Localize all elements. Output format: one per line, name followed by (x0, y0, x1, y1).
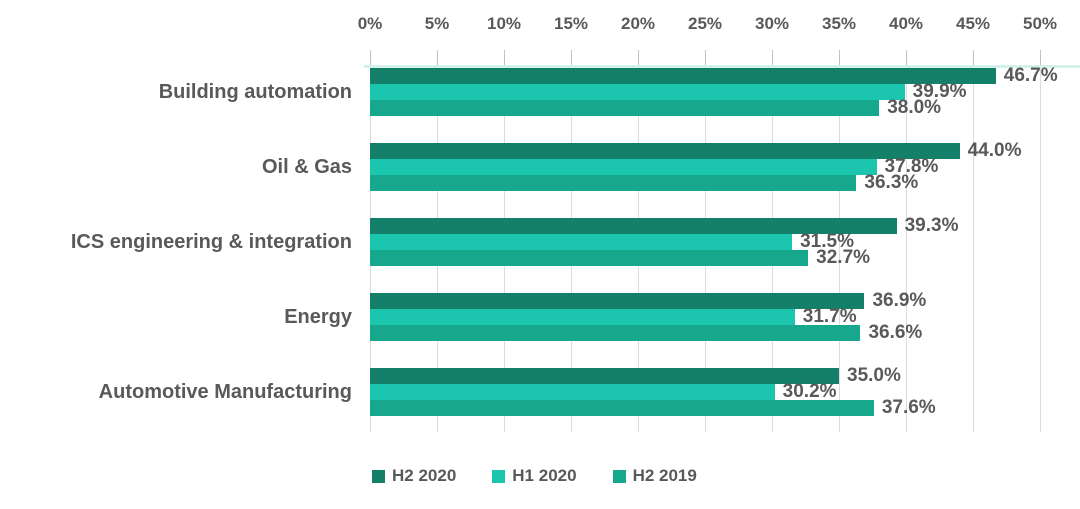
x-axis-tick-mark (638, 50, 639, 67)
category-label: Automotive Manufacturing (98, 381, 352, 403)
x-axis-tick-label: 30% (754, 14, 790, 33)
x-axis-tick-label: 45% (955, 14, 991, 33)
category-label: ICS engineering & integration (70, 231, 352, 253)
legend-item: H2 2019 (612, 466, 697, 486)
x-axis-tick-mark (1040, 50, 1041, 67)
bar-value-label: 38.0% (887, 97, 942, 118)
bar-h2-2020 (370, 368, 839, 384)
plot-area-top-border (364, 65, 1080, 68)
bar-h1-2020 (370, 234, 793, 250)
bar-h2-2019 (370, 250, 809, 266)
vertical-gridline (973, 67, 974, 432)
bar-value-label: 39.9% (912, 81, 967, 102)
bar-value-label: 36.3% (864, 172, 919, 193)
vertical-gridline (906, 67, 907, 432)
x-axis-tick-label: 15% (553, 14, 589, 33)
bar-h2-2020 (370, 218, 897, 234)
legend-label: H1 2020 (512, 466, 577, 485)
bar-value-label: 44.0% (967, 140, 1022, 161)
bar-h1-2020 (370, 309, 795, 325)
x-axis-tick-label: 50% (1022, 14, 1058, 33)
x-axis-tick-label: 10% (486, 14, 522, 33)
x-axis-tick-label: 40% (888, 14, 924, 33)
bar-value-label: 36.9% (872, 290, 927, 311)
bar-value-label: 37.6% (881, 397, 936, 418)
x-axis-tick-mark (437, 50, 438, 67)
bar-value-label: 30.2% (782, 381, 837, 402)
bar-value-label: 39.3% (904, 215, 959, 236)
legend-swatch-icon (612, 469, 626, 483)
x-axis-tick-mark (772, 50, 773, 67)
vertical-gridline (839, 67, 840, 432)
legend-label: H2 2019 (632, 466, 697, 485)
bar-value-label: 31.7% (802, 306, 857, 327)
x-axis-tick-mark (973, 50, 974, 67)
bar-h2-2019 (370, 100, 880, 116)
category-label: Building automation (158, 81, 352, 103)
legend-swatch-icon (492, 469, 506, 483)
legend-item: H2 2020 (372, 466, 456, 486)
bar-value-label: 46.7% (1003, 65, 1058, 86)
bar-value-label: 37.8% (884, 156, 939, 177)
bar-value-label: 35.0% (847, 365, 901, 386)
x-axis-tick-label: 35% (821, 14, 857, 33)
category-label: Energy (284, 306, 352, 328)
bar-h2-2020 (370, 143, 960, 159)
x-axis-tick-label: 25% (687, 14, 723, 33)
vertical-gridline (1040, 67, 1041, 432)
bar-h2-2020 (370, 68, 996, 84)
bar-value-label: 36.6% (868, 322, 923, 343)
legend-swatch-icon (372, 469, 385, 483)
bar-h2-2019 (370, 400, 874, 416)
x-axis-tick-mark (504, 50, 505, 67)
x-axis-tick-mark (571, 50, 572, 67)
bar-h1-2020 (370, 159, 877, 175)
legend-label: H2 2020 (392, 466, 457, 485)
bar-h2-2019 (370, 325, 861, 341)
legend-item: H1 2020 (492, 466, 577, 486)
bar-h1-2020 (370, 84, 905, 100)
bar-h1-2020 (370, 384, 775, 400)
bar-h2-2020 (370, 293, 865, 309)
x-axis-tick-mark (705, 50, 706, 67)
category-label: Oil & Gas (261, 156, 352, 178)
x-axis-tick-label: 20% (620, 14, 656, 33)
bar-value-label: 31.5% (800, 231, 854, 252)
x-axis-tick-label: 5% (424, 14, 450, 33)
legend-items: H2 2020 H1 2020 H2 2019 (372, 466, 697, 486)
x-axis-tick-label: 0% (357, 14, 383, 33)
x-axis-tick-mark (370, 50, 371, 67)
bar-value-label: 32.7% (816, 247, 871, 268)
x-axis-tick-mark (906, 50, 907, 67)
x-axis-tick-mark (839, 50, 840, 67)
bar-h2-2019 (370, 175, 857, 191)
